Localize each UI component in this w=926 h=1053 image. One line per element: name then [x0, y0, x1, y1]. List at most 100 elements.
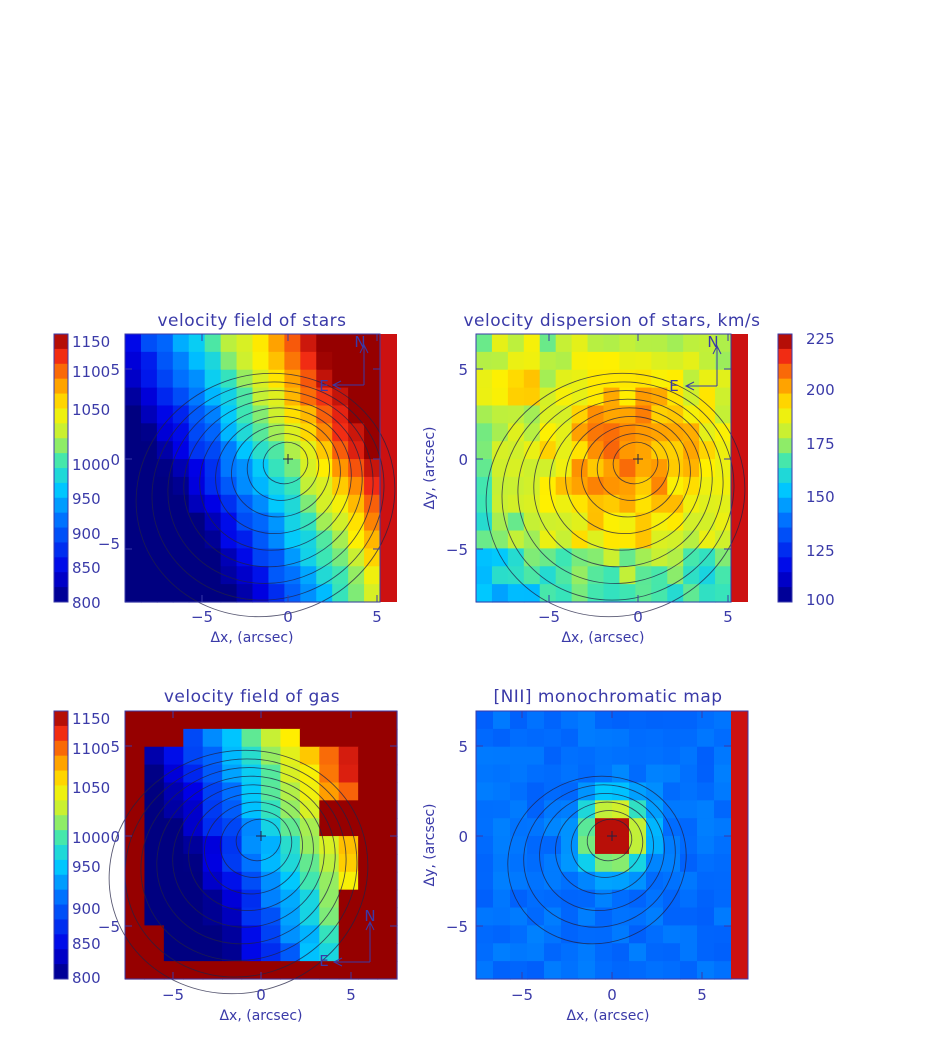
- colorbar-tick: 1000: [72, 829, 110, 847]
- heatmap-cell: [555, 530, 573, 549]
- colorbar-segment: [54, 904, 68, 920]
- heatmap-cell: [284, 530, 301, 549]
- heatmap-cell: [316, 548, 333, 567]
- heatmap-cell: [619, 584, 636, 603]
- heatmap-cell: [635, 334, 652, 353]
- heatmap-cell: [188, 512, 206, 532]
- isophote-contours: [485, 372, 746, 618]
- heatmap-cell: [284, 459, 301, 478]
- heatmap-cell: [476, 711, 494, 730]
- heatmap-cell: [222, 746, 243, 766]
- heatmap-cell: [252, 334, 270, 353]
- heatmap-cell: [714, 836, 732, 855]
- x-tick-label: 5: [372, 608, 382, 626]
- heatmap-cell: [523, 423, 541, 442]
- heatmap-cell: [241, 871, 262, 891]
- panel-title: [NII] monochromatic map: [493, 687, 722, 707]
- heatmap-cell: [587, 351, 605, 371]
- heatmap-cell: [683, 512, 700, 532]
- heatmap-cell: [578, 728, 596, 748]
- heatmap-cell: [172, 566, 190, 585]
- heatmap-cell: [629, 925, 647, 944]
- heatmap-cell: [299, 818, 320, 837]
- heatmap-cell: [300, 387, 317, 407]
- heatmap-cell: [635, 351, 652, 371]
- heatmap-cell: [156, 512, 174, 532]
- compass-east-label: E: [319, 377, 328, 395]
- heatmap-cell: [578, 853, 596, 873]
- heatmap-cell: [140, 405, 158, 424]
- heatmap-cell: [629, 782, 647, 801]
- heatmap-cell: [663, 925, 681, 944]
- heatmap-cell: [683, 530, 700, 549]
- heatmap-cell: [261, 746, 282, 766]
- heatmap-cell: [667, 512, 684, 532]
- heatmap-cell: [220, 584, 238, 603]
- heatmap-cell: [364, 441, 381, 460]
- heatmap-cell: [261, 711, 282, 730]
- heatmap-cell: [493, 836, 511, 855]
- heatmap-cell: [507, 334, 525, 353]
- heatmap-cell: [125, 476, 142, 496]
- contour-line: [219, 810, 293, 878]
- heatmap-cell: [241, 746, 262, 766]
- heatmap-cell: [476, 853, 494, 873]
- y-tick-label: 5: [458, 361, 468, 379]
- y-tick-label: −5: [98, 535, 120, 553]
- heatmap-cell: [163, 800, 184, 819]
- heatmap-cell: [299, 836, 320, 855]
- contour-line: [586, 818, 633, 862]
- heatmap-cell: [561, 728, 579, 748]
- heatmap-cell: [202, 818, 223, 837]
- panel-title: velocity dispersion of stars, km/s: [464, 311, 761, 331]
- heatmap-cell: [595, 818, 613, 837]
- heatmap-cell: [527, 871, 545, 891]
- heatmap-cell: [629, 943, 647, 962]
- heatmap-cell: [493, 711, 511, 730]
- contour-line: [485, 372, 746, 618]
- heatmap-cell: [319, 943, 340, 962]
- heatmap-cell: [699, 584, 716, 603]
- heatmap-cell: [612, 925, 630, 944]
- heatmap-cell: [377, 711, 398, 730]
- heatmap-cell: [140, 441, 158, 460]
- heatmap-cell: [699, 494, 716, 514]
- heatmap-cell: [544, 889, 562, 909]
- heatmap-cell: [715, 334, 732, 353]
- heatmap-cell: [507, 441, 525, 460]
- heatmap-cell: [510, 818, 528, 837]
- heatmap-cell: [493, 728, 511, 748]
- colorbar-segment: [778, 587, 792, 603]
- heatmap-cell: [663, 961, 681, 980]
- contour-line: [231, 424, 330, 518]
- heatmap-cell: [527, 800, 545, 819]
- heatmap-cell: [332, 548, 349, 567]
- heatmap-cell: [603, 494, 621, 514]
- heatmap-cell: [172, 441, 190, 460]
- heatmap-cell: [683, 405, 700, 424]
- colorbar-tick: 1150: [72, 710, 110, 728]
- x-tick-label: 0: [256, 986, 266, 1004]
- heatmap-cell: [236, 351, 254, 371]
- heatmap-cell: [358, 889, 379, 909]
- heatmap-cell: [619, 387, 636, 407]
- heatmap-cell: [491, 423, 509, 442]
- colorbar-segment: [54, 785, 68, 801]
- heatmap-cell: [510, 889, 528, 909]
- x-tick-label: 0: [633, 608, 643, 626]
- colorbar-tick: 100: [806, 591, 835, 609]
- heatmap-cell: [619, 512, 636, 532]
- heatmap-cell: [699, 387, 716, 407]
- heatmap-cell: [300, 405, 317, 424]
- heatmap-cell: [523, 548, 541, 567]
- colorbar-segment: [54, 393, 68, 409]
- heatmap-cell: [252, 566, 270, 585]
- heatmap-cell: [680, 853, 698, 873]
- heatmap-cell: [663, 818, 681, 837]
- heatmap-cell: [241, 836, 262, 855]
- heatmap-cell: [629, 907, 647, 926]
- heatmap-cell: [222, 836, 243, 855]
- heatmap-cell: [571, 566, 589, 585]
- heatmap-cell: [220, 369, 238, 389]
- heatmap-cell: [651, 387, 668, 407]
